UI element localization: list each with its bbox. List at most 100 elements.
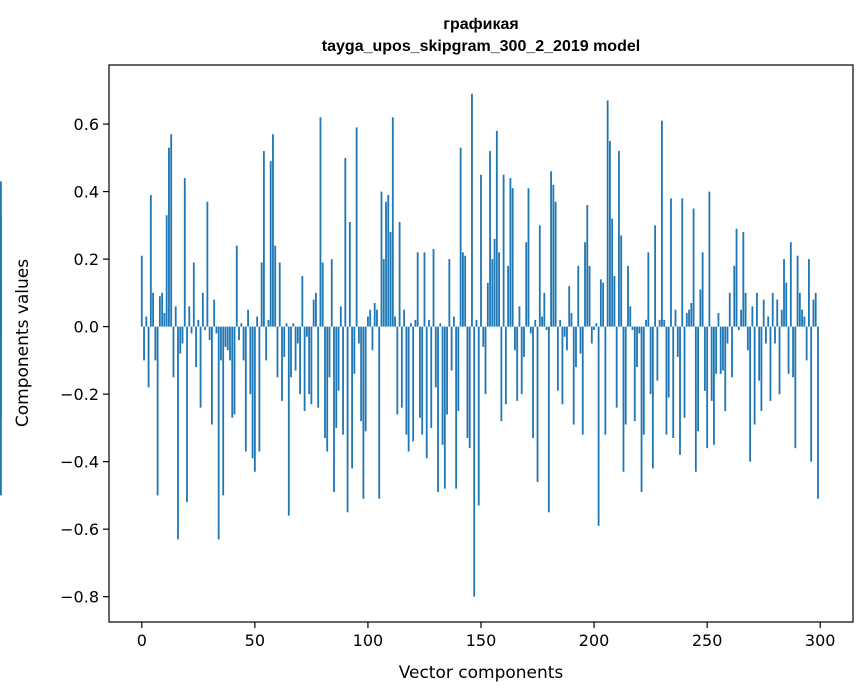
bar bbox=[547, 326, 550, 513]
bar bbox=[339, 306, 342, 327]
bar bbox=[690, 302, 693, 327]
bar bbox=[301, 275, 304, 327]
bar bbox=[722, 326, 724, 371]
bar bbox=[448, 259, 451, 327]
bar bbox=[274, 245, 277, 327]
bar bbox=[443, 326, 446, 489]
bar bbox=[430, 326, 433, 428]
bar bbox=[238, 326, 240, 341]
bar bbox=[251, 326, 254, 459]
bar bbox=[434, 326, 437, 388]
bar bbox=[263, 151, 265, 327]
bar bbox=[143, 326, 145, 361]
bar bbox=[561, 326, 564, 405]
bar bbox=[161, 292, 164, 327]
bar bbox=[213, 299, 216, 327]
bar bbox=[733, 265, 736, 327]
bar bbox=[391, 117, 394, 327]
bar bbox=[753, 326, 756, 425]
bar bbox=[439, 323, 442, 327]
bar bbox=[636, 326, 638, 368]
bar bbox=[247, 309, 249, 327]
bar bbox=[394, 316, 396, 327]
bar bbox=[355, 127, 358, 327]
bar bbox=[620, 235, 623, 327]
bar bbox=[706, 326, 709, 449]
bar bbox=[367, 316, 369, 327]
bar bbox=[303, 326, 306, 412]
bar bbox=[627, 265, 629, 327]
x-tick-label: 300 bbox=[805, 631, 836, 650]
bar bbox=[794, 326, 797, 449]
bar bbox=[267, 319, 270, 327]
bar bbox=[758, 326, 761, 381]
bar bbox=[403, 309, 406, 327]
bar bbox=[697, 326, 699, 432]
bar bbox=[584, 242, 586, 327]
bar bbox=[235, 245, 238, 327]
bar bbox=[728, 292, 731, 327]
bar bbox=[504, 326, 507, 405]
bar bbox=[514, 326, 516, 351]
bar bbox=[217, 326, 220, 540]
bar bbox=[749, 326, 752, 462]
bar bbox=[613, 275, 616, 327]
bar bbox=[543, 292, 546, 327]
bar bbox=[536, 326, 539, 482]
bar bbox=[464, 255, 467, 327]
bar bbox=[419, 326, 421, 418]
bar bbox=[534, 319, 537, 327]
bar bbox=[181, 326, 184, 344]
bar bbox=[154, 326, 157, 361]
bar bbox=[751, 306, 754, 327]
bar bbox=[740, 309, 742, 327]
bar bbox=[382, 259, 385, 327]
bar bbox=[260, 262, 263, 327]
bar bbox=[744, 292, 747, 327]
y-tick-label: −0.6 bbox=[60, 520, 99, 539]
bar bbox=[685, 313, 688, 327]
bar bbox=[462, 252, 464, 327]
bar bbox=[342, 326, 344, 435]
bar bbox=[0, 181, 2, 327]
bar bbox=[713, 326, 715, 445]
bar bbox=[654, 225, 657, 327]
bar bbox=[703, 326, 706, 391]
bar bbox=[432, 248, 435, 327]
x-axis: 0 50 100 150 200 250 300 bbox=[137, 622, 836, 650]
bar bbox=[595, 323, 598, 327]
bar bbox=[484, 326, 487, 395]
bar bbox=[466, 326, 469, 439]
bar bbox=[168, 147, 170, 327]
bar bbox=[670, 198, 672, 327]
y-tick-label: 0.6 bbox=[74, 115, 99, 134]
bar bbox=[683, 326, 686, 418]
bar bbox=[787, 326, 790, 374]
bar bbox=[258, 326, 261, 452]
bar bbox=[774, 326, 776, 344]
bar bbox=[708, 191, 711, 327]
bar bbox=[480, 174, 482, 327]
bar bbox=[170, 134, 173, 327]
bar bbox=[520, 326, 523, 395]
bar bbox=[378, 326, 381, 499]
bar bbox=[147, 326, 150, 388]
x-tick-label: 0 bbox=[137, 631, 147, 650]
bar bbox=[552, 184, 555, 327]
bar bbox=[310, 326, 313, 405]
bar bbox=[737, 326, 740, 330]
bar bbox=[500, 326, 503, 422]
bar bbox=[486, 282, 489, 327]
bar bbox=[647, 252, 650, 327]
bar bbox=[645, 319, 647, 327]
bar bbox=[633, 326, 636, 422]
bar bbox=[319, 117, 322, 327]
bar bbox=[272, 134, 274, 327]
bar bbox=[174, 306, 177, 327]
y-axis: −0.8 −0.6 −0.4 −0.2 0.0 0.2 0.4 0.6 bbox=[60, 115, 109, 607]
bar bbox=[346, 326, 349, 513]
bar bbox=[638, 326, 641, 334]
bar bbox=[428, 319, 430, 327]
bar bbox=[385, 201, 387, 327]
